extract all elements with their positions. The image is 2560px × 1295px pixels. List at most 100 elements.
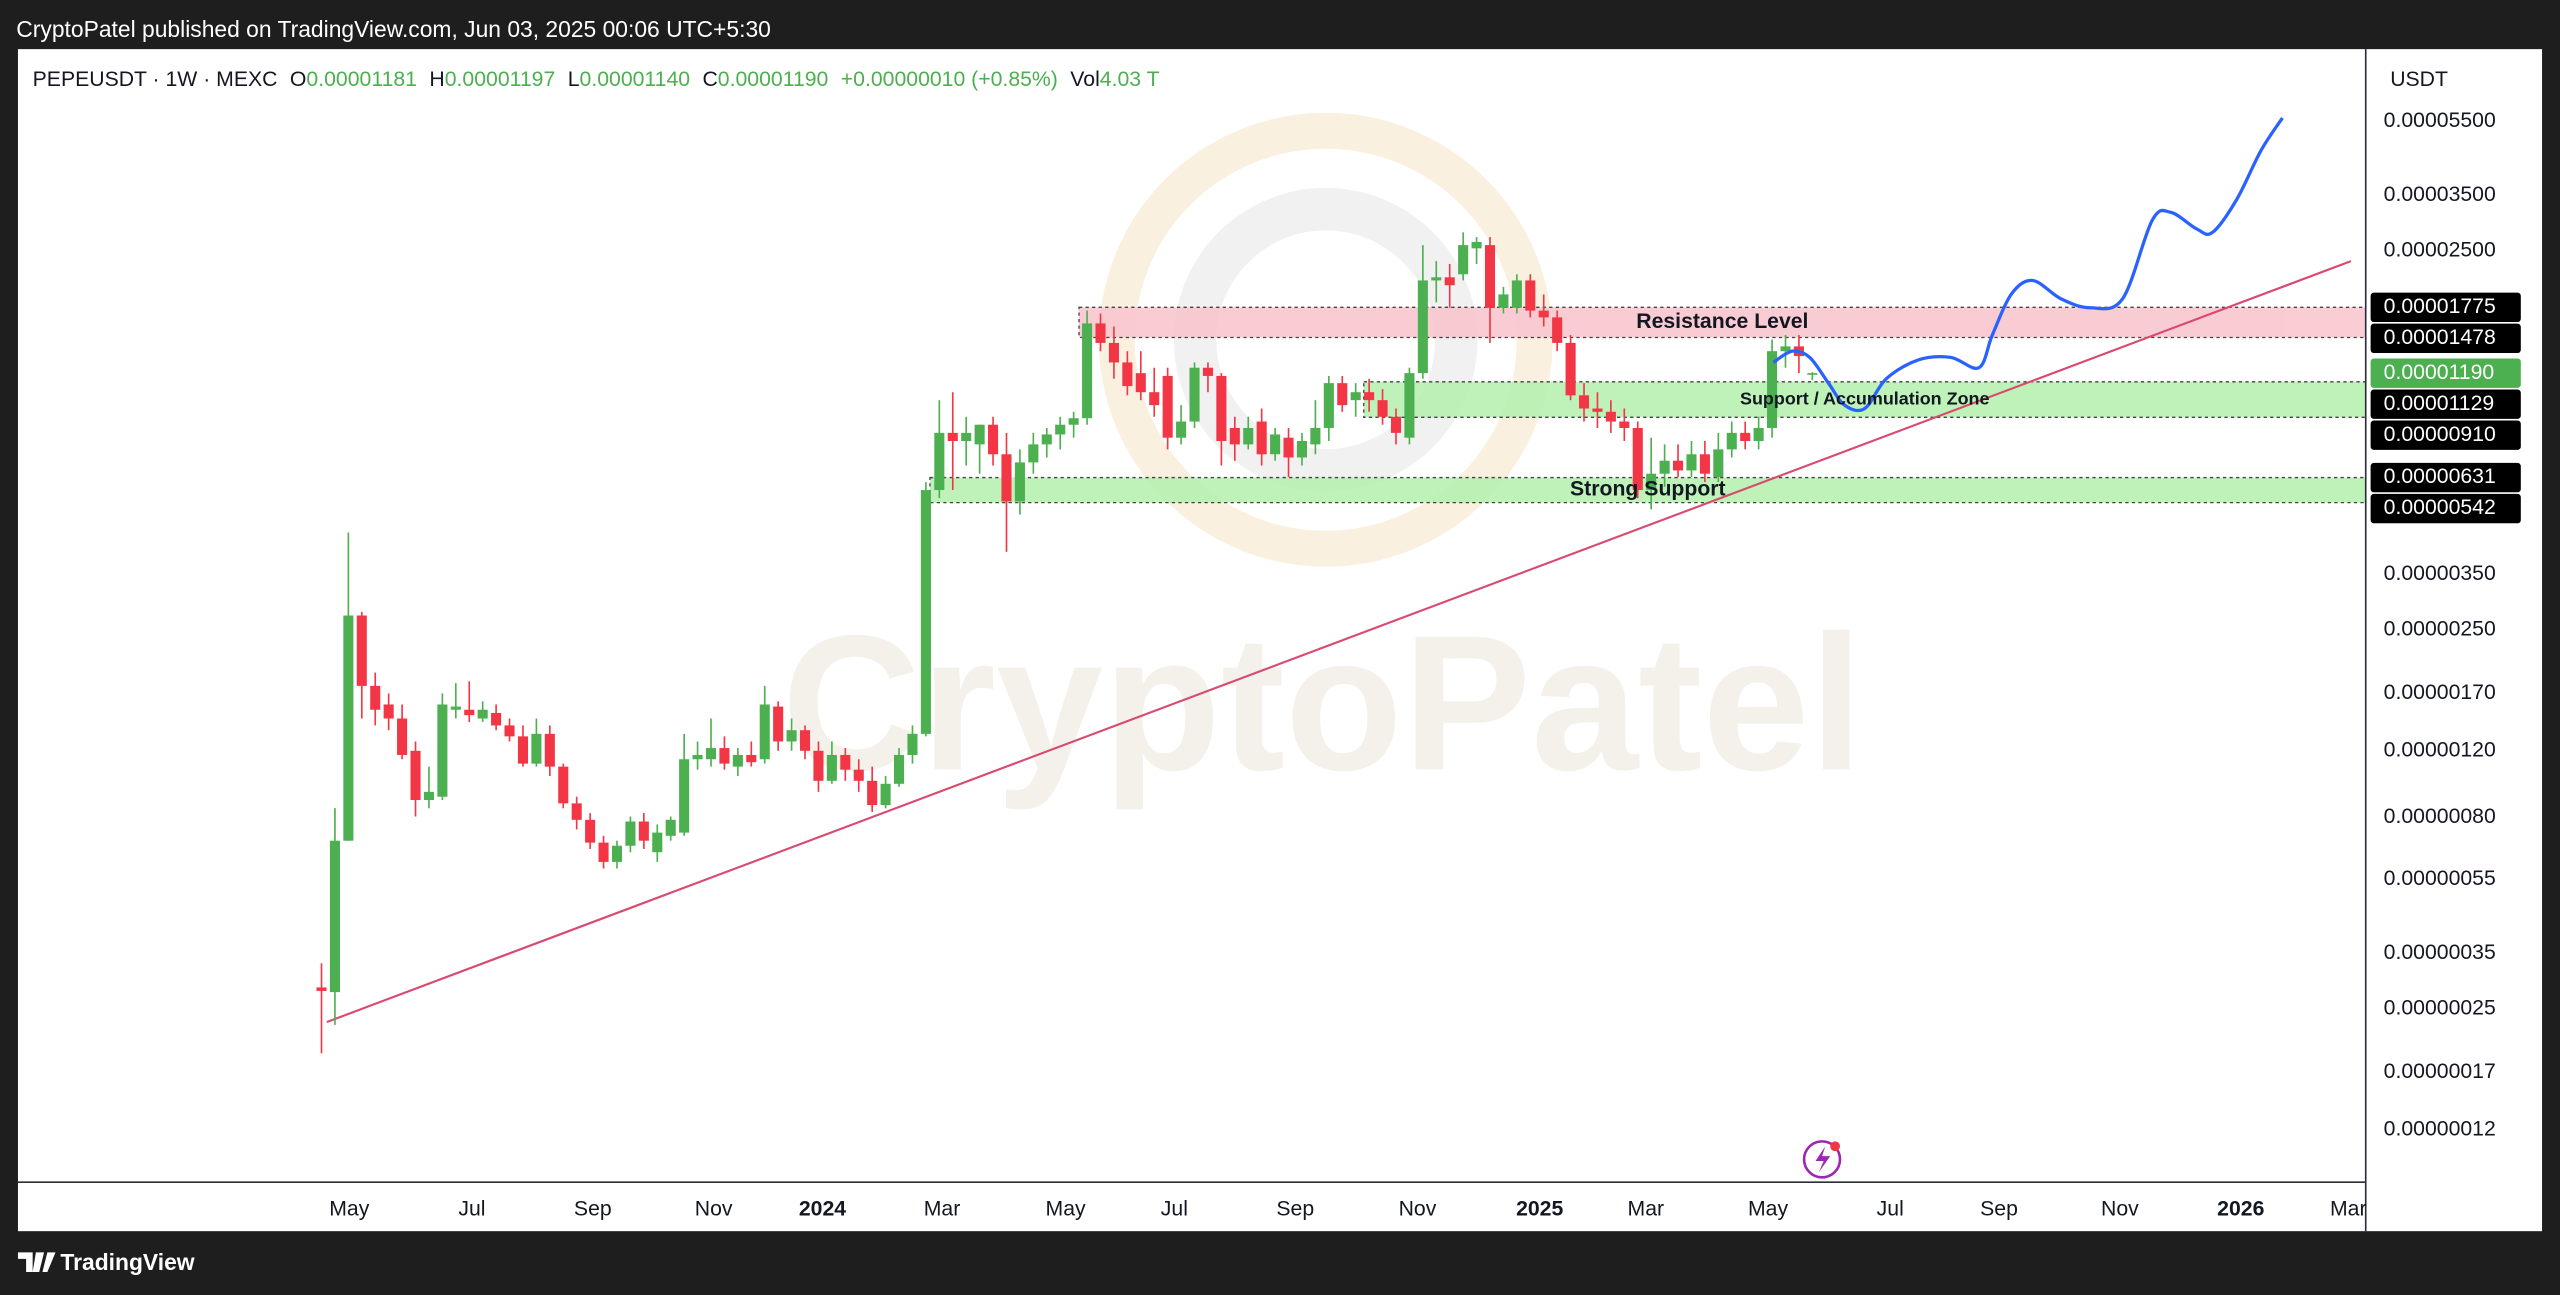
- x-tick-label: Nov: [2101, 1198, 2139, 1221]
- candle-body: [1229, 427, 1240, 445]
- price-label: 0.00001190: [2384, 361, 2495, 384]
- candle-body: [585, 819, 596, 843]
- candle-body: [1216, 375, 1227, 442]
- footer-brand: TradingView: [60, 1249, 194, 1275]
- y-tick-label: 0.00000035: [2384, 941, 2496, 964]
- candle-body: [1296, 441, 1308, 458]
- candle-body: [786, 730, 797, 742]
- price-label: 0.00000542: [2384, 496, 2496, 519]
- price-label: 0.00001775: [2384, 295, 2496, 318]
- x-tick-label: May: [1748, 1198, 1788, 1221]
- zone-name: Resistance Level: [1636, 310, 1808, 333]
- candle-body: [1713, 449, 1724, 478]
- volume-value: 4.03 T: [1100, 68, 1160, 91]
- candle-body: [1014, 462, 1025, 502]
- candle-body: [1189, 367, 1200, 422]
- candle-body: [1753, 427, 1764, 442]
- candle-body: [491, 712, 502, 726]
- candle-body: [1122, 362, 1133, 387]
- price-label: 0.00001129: [2384, 392, 2495, 415]
- candle-body: [611, 845, 623, 862]
- candle-body: [1041, 434, 1052, 445]
- candle-body: [1283, 437, 1294, 458]
- candle-body: [1605, 411, 1616, 422]
- low-value: 0.00001140: [580, 68, 691, 91]
- candle-body: [1202, 367, 1213, 376]
- candle-body: [1726, 432, 1737, 450]
- y-tick-label: 0.00000120: [2384, 738, 2496, 761]
- price-label-box: [2370, 493, 2521, 524]
- candle-body: [907, 733, 918, 755]
- candle-body: [464, 709, 475, 716]
- lightning-glyph: [1815, 1146, 1831, 1173]
- change-value: +0.00000010 (+0.85%): [841, 68, 1058, 91]
- candle-body: [1404, 373, 1415, 438]
- candle-body: [1525, 280, 1536, 311]
- chart-panel: [17, 49, 2543, 1232]
- candle-body: [343, 615, 354, 841]
- x-tick-label: Sep: [1276, 1198, 1314, 1221]
- candle-body: [867, 780, 878, 806]
- price-label-box: [2370, 462, 2521, 493]
- candle-body: [1364, 392, 1375, 401]
- candle-body: [1256, 421, 1267, 455]
- y-tick-label: 0.00000080: [2384, 805, 2496, 828]
- candle-body: [746, 754, 757, 763]
- candle-body: [947, 432, 958, 442]
- candle-body: [1565, 342, 1576, 396]
- x-tick-label: May: [1046, 1198, 1086, 1221]
- candle-body: [1699, 454, 1710, 474]
- candle-body: [1162, 375, 1173, 438]
- candle-body: [1068, 418, 1079, 425]
- candle-body: [1740, 432, 1751, 442]
- close-value: 0.00001190: [718, 68, 829, 91]
- candle-body: [517, 736, 529, 764]
- candle-body: [437, 704, 448, 797]
- candle-body: [894, 754, 905, 784]
- candle-body: [1484, 245, 1496, 308]
- y-tick-label: 0.00003500: [2384, 183, 2496, 206]
- candle-body: [1511, 280, 1522, 308]
- price-label-box: [2370, 389, 2521, 419]
- candle-body: [329, 840, 340, 993]
- candle-body: [799, 730, 811, 751]
- candle-body: [679, 759, 690, 833]
- candle-body: [1337, 383, 1348, 406]
- price-label: 0.00000910: [2384, 423, 2496, 446]
- candle-body: [826, 754, 837, 781]
- candle-body: [370, 685, 381, 710]
- open-label: O: [290, 68, 307, 91]
- candle-body: [638, 821, 649, 841]
- x-tick-label: Mar: [2330, 1198, 2367, 1221]
- candle-body: [1095, 323, 1106, 343]
- x-tick-label: 2026: [2217, 1198, 2264, 1221]
- candle-body: [397, 718, 408, 755]
- candle-body: [934, 432, 945, 491]
- candle-body: [920, 490, 931, 734]
- x-tick-label: 2025: [1516, 1198, 1563, 1221]
- candle-body: [450, 706, 461, 710]
- candle-body: [853, 769, 864, 781]
- y-tick-label: 0.00000017: [2384, 1060, 2496, 1083]
- candle-body: [705, 748, 717, 760]
- x-tick-label: Sep: [574, 1198, 612, 1221]
- candle-body: [1552, 317, 1563, 343]
- price-label-box: [2370, 323, 2521, 354]
- x-tick-label: Mar: [1628, 1198, 1665, 1221]
- candle-body: [1780, 346, 1791, 352]
- candle-body: [1632, 427, 1643, 491]
- candle-body: [1310, 427, 1321, 445]
- candle-body: [974, 424, 985, 445]
- candle-body: [1270, 434, 1281, 455]
- zone-name: Strong Support: [1570, 478, 1726, 501]
- candle-body: [732, 754, 743, 767]
- currency-label: USDT: [2390, 68, 2448, 91]
- candle-body: [383, 704, 394, 719]
- lightning-icon[interactable]: [1802, 1140, 1842, 1179]
- candle-body: [759, 704, 770, 760]
- watermark-logo: [1098, 112, 1553, 567]
- high-label: H: [429, 68, 444, 91]
- candle-body: [1350, 392, 1361, 401]
- candle-body: [692, 754, 703, 760]
